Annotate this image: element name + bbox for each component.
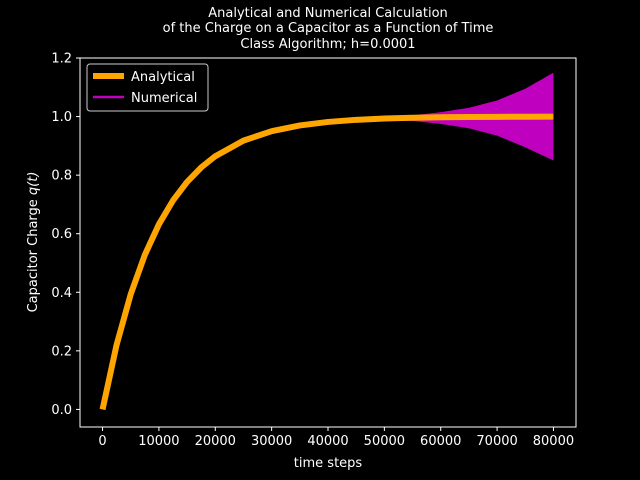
- y-tick-label: 0.0: [51, 403, 72, 418]
- y-axis-ticks: 0.0 0.2 0.4 0.6 0.8 1.0 1.2: [51, 52, 80, 418]
- title-line-3: Class Algorithm; h=0.0001: [240, 37, 415, 52]
- x-tick-label: 80000: [533, 434, 574, 449]
- title-line-1: Analytical and Numerical Calculation: [208, 6, 448, 21]
- chart-title: Analytical and Numerical Calculation of …: [163, 6, 494, 52]
- y-tick-label: 0.8: [51, 169, 72, 184]
- y-tick-label: 0.4: [51, 286, 72, 301]
- y-axis-label-prefix: Capacitor Charge: [26, 195, 41, 312]
- legend-label-numerical: Numerical: [131, 91, 197, 106]
- x-tick-label: 70000: [476, 434, 517, 449]
- x-tick-label: 20000: [195, 434, 236, 449]
- x-tick-label: 60000: [420, 434, 461, 449]
- y-tick-label: 0.2: [51, 344, 72, 359]
- x-tick-label: 40000: [307, 434, 348, 449]
- y-tick-label: 1.0: [51, 110, 72, 125]
- y-tick-label: 1.2: [51, 52, 72, 67]
- x-axis-label: time steps: [294, 456, 363, 471]
- series-layer: [99, 72, 554, 411]
- x-tick-label: 50000: [364, 434, 405, 449]
- y-axis-label-math: q(t): [26, 172, 41, 196]
- title-line-2: of the Charge on a Capacitor as a Functi…: [163, 21, 494, 36]
- x-tick-label: 0: [98, 434, 106, 449]
- x-tick-label: 30000: [251, 434, 292, 449]
- x-axis-ticks: 0 10000 20000 30000 40000 50000 60000 70000 8000…: [98, 427, 574, 449]
- y-axis-label: Capacitor Charge q(t): [26, 172, 41, 313]
- series-analytical-line: [99, 113, 554, 411]
- x-tick-label: 10000: [138, 434, 179, 449]
- legend: Analytical Numerical: [86, 63, 209, 112]
- y-tick-label: 0.6: [51, 227, 72, 242]
- legend-label-analytical: Analytical: [131, 70, 195, 85]
